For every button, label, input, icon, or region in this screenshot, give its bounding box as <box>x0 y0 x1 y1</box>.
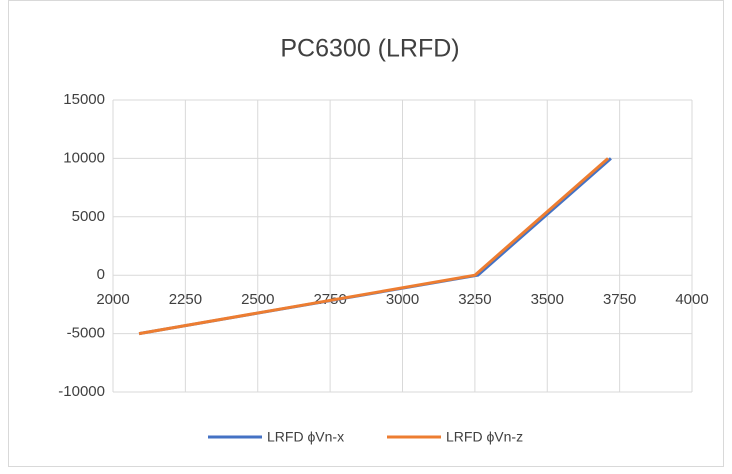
x-tick-label: 2250 <box>169 291 202 308</box>
chart-border <box>8 0 724 467</box>
series-line <box>138 157 610 336</box>
x-tick-label: 4000 <box>675 291 708 308</box>
y-tick-label: 10000 <box>63 149 105 166</box>
x-tick-label: 3000 <box>386 291 419 308</box>
y-tick-label: 15000 <box>63 91 105 108</box>
x-tick-label: 2000 <box>96 291 129 308</box>
legend-label: LRFD ϕVn-z <box>446 429 523 445</box>
x-tick-label: 3750 <box>603 291 636 308</box>
chart-title: PC6300 (LRFD) <box>280 35 459 63</box>
legend-label: LRFD ϕVn-x <box>267 429 344 445</box>
x-tick-label: 2500 <box>241 291 274 308</box>
y-tick-label: 5000 <box>72 208 105 225</box>
x-tick-label: 3500 <box>531 291 564 308</box>
y-tick-label: -10000 <box>58 383 105 400</box>
y-tick-label: 0 <box>97 266 105 283</box>
x-tick-label: 3250 <box>458 291 491 308</box>
y-tick-label: -5000 <box>67 325 105 342</box>
